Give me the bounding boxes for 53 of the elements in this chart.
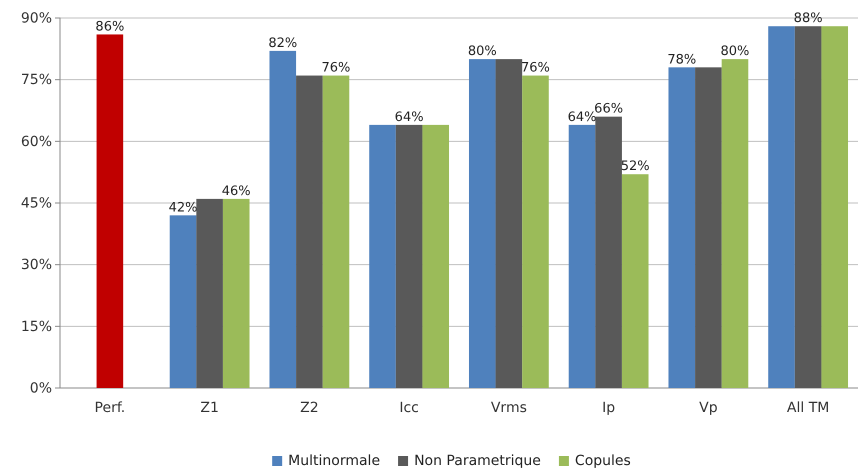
bar <box>468 59 496 388</box>
bar <box>170 215 196 388</box>
data-label: 86% <box>95 19 124 34</box>
legend-label: Multinormale <box>288 453 380 469</box>
bar <box>622 174 649 388</box>
bar <box>322 76 350 388</box>
data-label: 42% <box>168 200 198 216</box>
y-tick-label: 45% <box>20 195 52 212</box>
data-label: 64% <box>394 110 424 125</box>
bar <box>794 26 822 388</box>
data-label: 82% <box>268 36 298 51</box>
bar <box>496 59 522 388</box>
bar <box>668 67 696 388</box>
y-tick-label: 90% <box>20 10 52 26</box>
bar <box>296 76 323 388</box>
data-label: 80% <box>468 44 497 60</box>
data-label: 80% <box>720 44 750 60</box>
bar <box>768 26 795 388</box>
y-tick-label: 15% <box>20 318 52 335</box>
bar <box>396 124 422 388</box>
bar <box>821 26 848 388</box>
data-label: 88% <box>794 11 823 26</box>
x-tick-label: All TM <box>786 400 830 416</box>
bar <box>96 34 124 388</box>
data-label: 66% <box>594 102 624 117</box>
bar <box>269 50 296 388</box>
y-tick-label: 75% <box>20 72 52 88</box>
data-label: 78% <box>667 52 696 68</box>
y-tick-label: 60% <box>20 134 52 150</box>
x-tick-label: Z2 <box>300 400 319 416</box>
bar <box>695 67 722 388</box>
data-label: 76% <box>322 60 350 76</box>
bar <box>222 198 250 388</box>
bar <box>522 76 549 388</box>
bar <box>595 116 622 388</box>
x-tick-label: Vrms <box>490 400 527 416</box>
bar <box>369 124 396 388</box>
bar <box>196 198 223 388</box>
legend-label: Copules <box>574 453 631 469</box>
legend-label: Non Parametrique <box>414 453 541 469</box>
bar <box>722 59 748 388</box>
x-tick-label: Icc <box>399 400 419 416</box>
bar <box>422 124 450 388</box>
x-tick-label: Z1 <box>200 400 219 416</box>
x-tick-label: Vp <box>699 400 718 416</box>
x-tick-label: Perf. <box>94 400 126 416</box>
x-tick-label: Ip <box>602 400 616 416</box>
data-label: 76% <box>521 60 550 76</box>
y-tick-label: 30% <box>20 257 52 274</box>
data-label: 64% <box>568 110 596 125</box>
data-label: 46% <box>222 184 251 199</box>
y-tick-label: 0% <box>30 380 52 396</box>
bar <box>568 124 596 388</box>
